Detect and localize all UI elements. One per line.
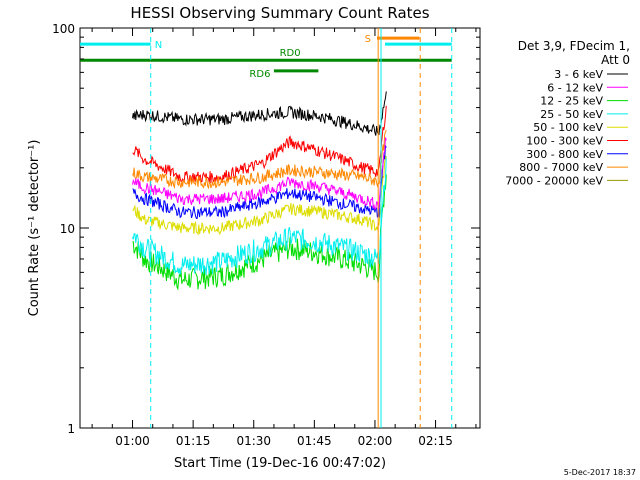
series-line [132, 154, 387, 236]
y-tick-label: 100 [52, 22, 75, 36]
legend-label: 50 - 100 keV [533, 121, 603, 134]
series-layer [132, 91, 387, 291]
legend-label: 100 - 300 keV [526, 135, 603, 148]
x-tick-label: 02:00 [358, 434, 393, 448]
flag-label: RD0 [280, 48, 301, 59]
flag-label: RD6 [249, 69, 270, 80]
x-axis-label: Start Time (19-Dec-16 00:47:02) [174, 456, 386, 471]
legend-label: 300 - 800 keV [526, 148, 603, 161]
vertical-lines-layer [150, 28, 453, 428]
series-line [132, 137, 387, 211]
x-tick-label: 01:30 [236, 434, 271, 448]
footer-date: 5-Dec-2017 18:37 [564, 468, 636, 477]
legend-label: 6 - 12 keV [547, 81, 603, 94]
flag-bars-layer: N S RD0 RD6 [80, 34, 452, 80]
flag-label: N [155, 40, 162, 51]
x-tick-label: 01:00 [115, 434, 150, 448]
series-line [132, 129, 387, 190]
legend-header-line-2: Att 0 [601, 53, 630, 67]
legend-label: 800 - 7000 keV [519, 161, 603, 174]
flag-label: S [365, 34, 371, 45]
series-line [132, 156, 387, 276]
series-line [132, 105, 387, 185]
x-tick-label: 01:15 [176, 434, 211, 448]
x-tick-label: 01:45 [297, 434, 332, 448]
legend-header-line-1: Det 3,9, FDecim 1, [518, 39, 630, 53]
y-tick-label: 1 [67, 422, 75, 436]
legend-label: 25 - 50 keV [540, 108, 603, 121]
legend-label: 3 - 6 keV [554, 68, 603, 81]
legend-label: 12 - 25 keV [540, 95, 603, 108]
axis-ticks-layer: 01:00 01:15 01:30 01:45 02:00 02:15 1 10 100 [52, 22, 480, 448]
x-tick-label: 02:15 [418, 434, 453, 448]
series-line [132, 174, 387, 291]
legend-label: 7000 - 20000 keV [505, 174, 603, 187]
y-tick-label: 10 [60, 222, 75, 236]
series-line [132, 91, 387, 136]
y-axis-label: Count Rate (s⁻¹ detector⁻¹) [27, 140, 42, 317]
chart-title: HESSI Observing Summary Count Rates [130, 4, 429, 22]
series-line [132, 144, 387, 219]
